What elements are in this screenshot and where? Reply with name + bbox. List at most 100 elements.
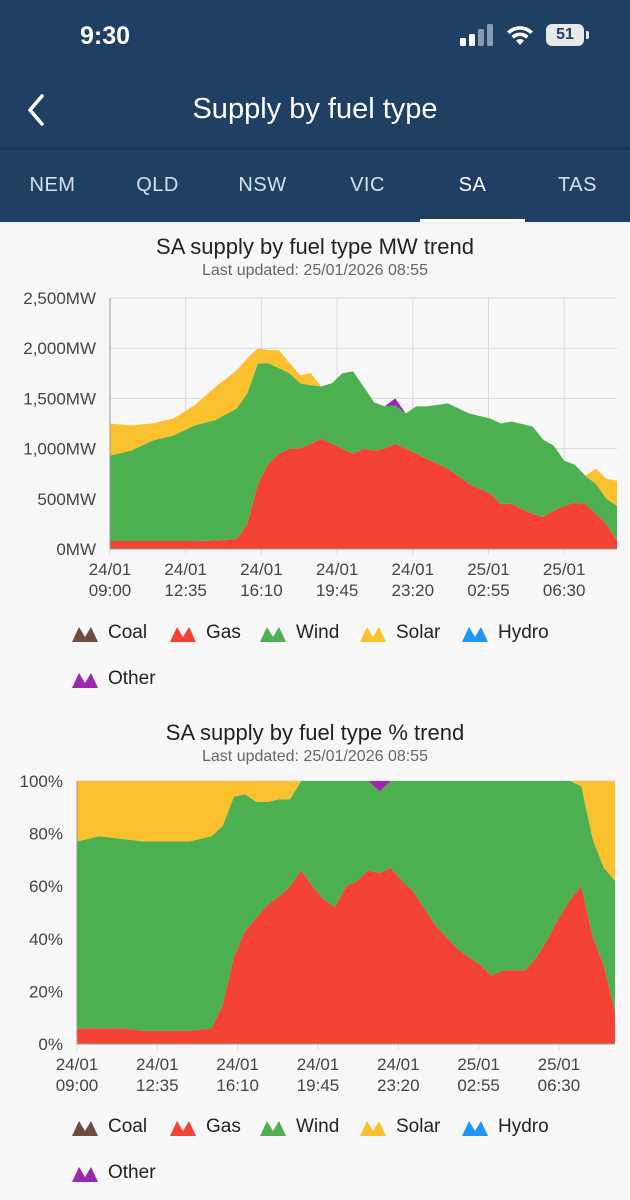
chart-subtitle: Last updated: 25/01/2026 08:55 (202, 748, 428, 765)
y-tick-label: 0MW (56, 540, 96, 559)
legend-item-wind[interactable]: Wind (260, 622, 339, 644)
chart-title: SA supply by fuel type % trend (165, 720, 465, 745)
legend-label: Solar (396, 622, 441, 643)
y-tick-label: 1,000MW (23, 440, 96, 459)
y-tick-label: 20% (29, 982, 63, 1001)
y-tick-label: 100% (20, 772, 63, 791)
legend-label: Other (108, 1162, 156, 1183)
y-tick-label: 60% (29, 877, 63, 896)
legend-item-solar[interactable]: Solar (360, 1116, 440, 1138)
y-tick-label: 2,000MW (23, 339, 96, 358)
tab-qld[interactable]: QLD (136, 174, 179, 196)
tab-sa[interactable]: SA (420, 150, 525, 222)
legend-item-hydro[interactable]: Hydro (462, 622, 549, 644)
mountain-icon (260, 627, 286, 642)
status-icons: 51 (460, 24, 589, 46)
battery-indicator: 51 (546, 24, 589, 46)
legend-item-coal[interactable]: Coal (72, 622, 147, 644)
y-tick-label: 2,500MW (23, 289, 96, 308)
legend-label: Hydro (498, 622, 549, 643)
x-tick-label: 24/01 (316, 560, 359, 579)
mountain-icon (260, 1121, 286, 1136)
legend-item-hydro[interactable]: Hydro (462, 1116, 549, 1138)
mw-chart-plot[interactable]: 0MW 500MW 1,000MW 1,500MW 2,000MW 2,500MW 24/0… (0, 282, 630, 672)
series-area-gas[interactable] (77, 867, 615, 1044)
percent-chart-plot[interactable]: 0% 20% 40% 60% 80% 100% 24/01 09:00 24/01 12:35 24… (0, 768, 630, 1158)
legend-item-other[interactable]: Other (72, 668, 156, 690)
x-tick-label: 24/01 (392, 560, 435, 579)
chevron-left-icon (28, 94, 44, 126)
legend-item-gas[interactable]: Gas (170, 622, 241, 644)
mw-trend-chart: SA supply by fuel type MW trend Last upd… (0, 222, 630, 702)
x-tick-label: 24/01 (216, 1055, 259, 1074)
page-title: Supply by fuel type (192, 93, 438, 125)
legend-item-solar[interactable]: Solar (360, 622, 440, 644)
legend-label: Wind (296, 1116, 340, 1137)
chart-legend: Coal Gas Wind Solar Hydro Other (72, 622, 592, 697)
mountain-icon (462, 1121, 488, 1136)
tab-vic[interactable]: VIC (350, 174, 385, 196)
mountain-icon (72, 1121, 98, 1136)
legend-item-wind[interactable]: Wind (260, 1116, 339, 1138)
y-tick-label: 40% (29, 930, 63, 949)
region-tabs: NEM QLD NSW VIC SA TAS (0, 150, 630, 222)
chart-legend: Coal Gas Wind Solar Hydro Other (72, 1116, 592, 1191)
x-tick-label: 24/01 (240, 560, 283, 579)
x-tick-label: 23:20 (377, 1076, 420, 1095)
x-tick-label: 23:20 (392, 581, 435, 600)
cellular-signal-icon (460, 24, 493, 46)
x-tick-label: 06:30 (538, 1076, 581, 1095)
chart-subtitle: Last updated: 25/01/2026 08:55 (202, 262, 428, 279)
tab-tas[interactable]: TAS (558, 174, 597, 196)
x-tick-label: 16:10 (216, 1076, 259, 1095)
x-tick-label: 24/01 (56, 1055, 99, 1074)
x-tick-label: 25/01 (543, 560, 586, 579)
x-tick-label: 19:45 (316, 581, 359, 600)
x-tick-label: 24/01 (89, 560, 132, 579)
legend-item-gas[interactable]: Gas (170, 1116, 241, 1138)
series-area-wind[interactable] (110, 363, 617, 541)
y-tick-label: 80% (29, 825, 63, 844)
legend-item-coal[interactable]: Coal (72, 1116, 147, 1138)
mountain-icon (72, 1167, 98, 1182)
legend-label: Coal (108, 622, 148, 643)
mountain-icon (170, 1121, 196, 1136)
mountain-icon (462, 627, 488, 642)
mountain-icon (72, 627, 98, 642)
back-button[interactable] (18, 90, 58, 130)
tab-nsw[interactable]: NSW (238, 174, 287, 196)
x-tick-label: 02:55 (467, 581, 510, 600)
legend-label: Gas (206, 1116, 241, 1137)
legend-item-other[interactable]: Other (72, 1162, 156, 1184)
x-tick-label: 25/01 (457, 1055, 500, 1074)
x-tick-label: 06:30 (543, 581, 586, 600)
tab-nem[interactable]: NEM (29, 174, 76, 196)
x-tick-label: 24/01 (297, 1055, 340, 1074)
x-tick-label: 24/01 (164, 560, 207, 579)
mountain-icon (72, 673, 98, 688)
legend-label: Other (108, 668, 156, 689)
series-area-solar[interactable] (77, 781, 615, 881)
x-tick-label: 25/01 (467, 560, 510, 579)
x-tick-label: 09:00 (56, 1076, 99, 1095)
x-tick-label: 02:55 (457, 1076, 500, 1095)
app-header: 9:30 51 Supply by fuel type NEM QLD NSW … (0, 0, 630, 222)
chart-title: SA supply by fuel type MW trend (156, 234, 474, 259)
series-area-wind[interactable] (77, 781, 615, 1031)
series-area-solar[interactable] (110, 348, 617, 506)
mountain-icon (170, 627, 196, 642)
mountain-icon (360, 1121, 386, 1136)
y-tick-label: 500MW (37, 490, 96, 509)
y-tick-label: 0% (38, 1035, 63, 1054)
legend-label: Coal (108, 1116, 148, 1137)
x-tick-label: 12:35 (136, 1076, 179, 1095)
x-tick-label: 16:10 (240, 581, 283, 600)
legend-label: Gas (206, 622, 241, 643)
x-tick-label: 09:00 (89, 581, 132, 600)
x-tick-label: 24/01 (136, 1055, 179, 1074)
x-tick-label: 19:45 (297, 1076, 340, 1095)
legend-label: Hydro (498, 1116, 549, 1137)
legend-label: Wind (296, 622, 340, 643)
series-area-gas[interactable] (110, 438, 617, 549)
x-tick-label: 25/01 (538, 1055, 581, 1074)
